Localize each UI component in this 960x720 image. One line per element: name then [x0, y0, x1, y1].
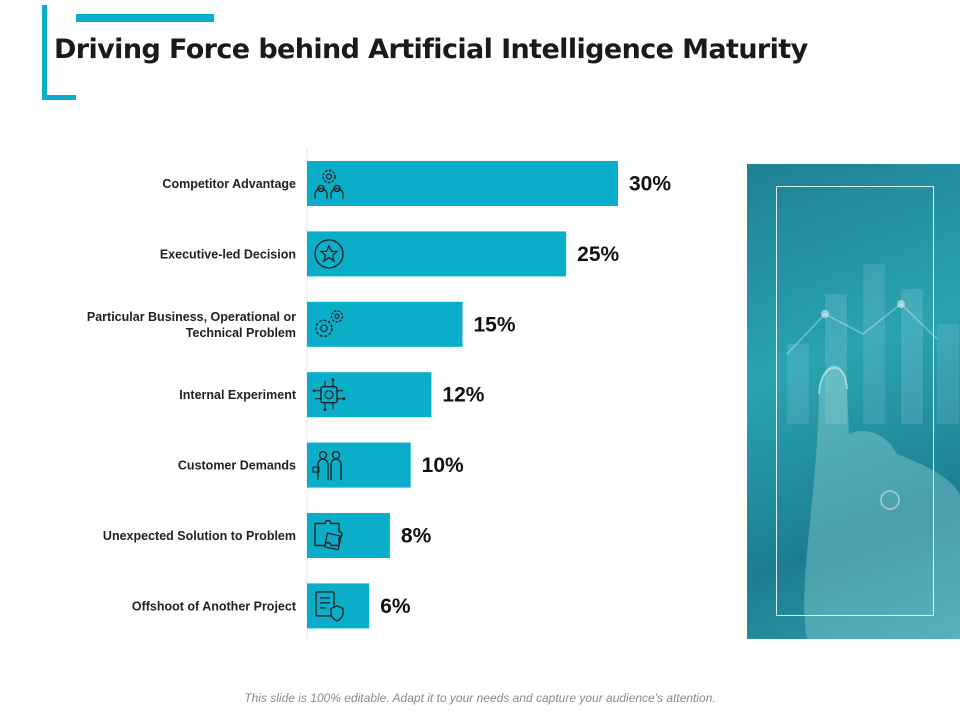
category-label: Offshoot of Another Project	[132, 599, 297, 613]
value-label: 15%	[474, 313, 516, 336]
value-label: 6%	[380, 595, 411, 618]
bar	[307, 301, 463, 347]
bar-chart: Competitor Advantage 30% Executive-led Dec…	[87, 148, 671, 640]
circuit-brain-icon	[312, 378, 346, 412]
bar	[307, 513, 390, 558]
star-badge-icon	[314, 239, 344, 269]
category-label: Executive-led Decision	[160, 247, 296, 261]
value-label: 30%	[629, 173, 671, 196]
bar	[307, 231, 567, 277]
hero-image	[747, 164, 960, 639]
document-shield-icon	[315, 591, 344, 622]
category-label: Unexpected Solution to Problem	[103, 529, 296, 543]
accent-line	[76, 14, 214, 22]
people-icon	[312, 450, 342, 481]
hand-chart-illustration	[786, 264, 960, 639]
page-title: Driving Force behind Artificial Intellig…	[54, 34, 808, 65]
image-frame	[776, 186, 934, 616]
bar	[307, 372, 432, 418]
footer-note: This slide is 100% editable. Adapt it to…	[244, 691, 716, 705]
accent-bar-cutout	[47, 0, 76, 95]
bar	[307, 161, 618, 206]
team-gear-icon	[314, 169, 344, 199]
category-label: Particular Business, Operational or Techn…	[87, 310, 296, 340]
value-label: 12%	[442, 384, 484, 407]
category-label: Customer Demands	[178, 459, 296, 473]
puzzle-icon	[314, 519, 343, 551]
value-label: 8%	[401, 525, 432, 548]
gears-icon	[315, 310, 344, 337]
value-label: 10%	[422, 454, 464, 477]
value-label: 25%	[577, 243, 619, 266]
category-label: Competitor Advantage	[162, 177, 296, 191]
category-label: Internal Experiment	[179, 388, 297, 402]
bar	[307, 442, 411, 488]
